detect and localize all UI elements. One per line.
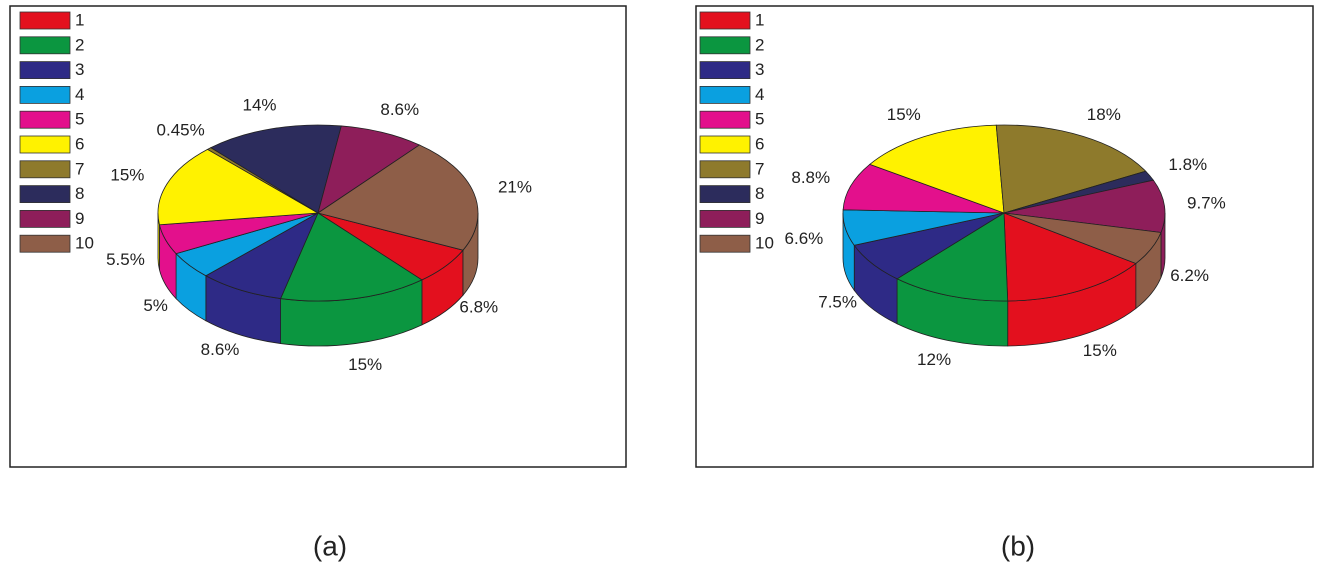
value-label: 18% — [1087, 105, 1121, 124]
value-label: 15% — [1083, 341, 1117, 360]
slice — [317, 125, 421, 214]
legend-label: 10 — [75, 234, 94, 253]
value-label: 15% — [887, 105, 921, 124]
value-label: 8.6% — [380, 100, 419, 119]
value-label: 8.6% — [201, 340, 240, 359]
value-label: 5.5% — [106, 250, 145, 269]
legend-swatch — [699, 160, 751, 179]
legend-label: 3 — [755, 60, 764, 79]
legend-label: 10 — [755, 234, 774, 253]
legend-swatch — [699, 86, 751, 104]
slice — [157, 148, 320, 226]
slice — [842, 163, 1005, 214]
legend-label: 1 — [755, 10, 764, 29]
slice — [995, 124, 1147, 214]
legend-label: 1 — [75, 10, 84, 29]
caption: (b) — [1001, 530, 1035, 561]
value-label: 12% — [917, 350, 951, 369]
legend-swatch — [19, 135, 71, 154]
slice — [1003, 212, 1162, 264]
legend-label: 2 — [755, 35, 764, 54]
legend-label: 7 — [755, 159, 764, 178]
value-label: 0.45% — [157, 120, 205, 139]
legend-swatch — [699, 185, 751, 204]
caption: (a) — [313, 530, 347, 561]
legend-label: 8 — [75, 184, 84, 203]
legend-swatch — [699, 135, 751, 154]
legend-swatch — [699, 11, 751, 30]
legend-swatch — [699, 36, 751, 55]
legend-swatch — [19, 234, 71, 253]
value-label: 14% — [243, 95, 277, 114]
value-label: 5% — [143, 296, 168, 315]
legend-swatch — [699, 61, 751, 79]
value-label: 1.8% — [1168, 155, 1207, 174]
legend-label: 9 — [75, 209, 84, 228]
value-label: 6.2% — [1170, 266, 1209, 285]
value-label: 15% — [348, 355, 382, 374]
legend-label: 6 — [75, 134, 84, 153]
legend-swatch — [19, 61, 71, 79]
value-label: 8.8% — [791, 168, 830, 187]
legend-swatch — [699, 110, 751, 129]
value-label: 21% — [498, 178, 532, 197]
legend-label: 4 — [755, 85, 764, 104]
legend-swatch — [19, 110, 71, 129]
slice — [1003, 179, 1166, 233]
slice — [896, 212, 1009, 302]
legend-label: 5 — [75, 110, 84, 129]
slice — [869, 124, 1005, 214]
legend-label: 9 — [755, 209, 764, 228]
slice — [210, 124, 342, 214]
value-label: 15% — [110, 165, 144, 184]
legend-swatch — [19, 209, 71, 228]
legend-swatch — [19, 185, 71, 204]
slice — [317, 144, 479, 251]
value-label: 6.6% — [785, 229, 824, 248]
slice — [1003, 212, 1137, 302]
value-label: 7.5% — [818, 292, 857, 311]
legend-label: 8 — [755, 184, 764, 203]
legend-label: 6 — [755, 134, 764, 153]
legend-label: 4 — [75, 85, 84, 104]
legend-swatch — [19, 11, 71, 30]
slice — [280, 212, 423, 302]
legend-swatch — [19, 86, 71, 104]
legend-swatch — [19, 160, 71, 179]
legend-label: 7 — [75, 159, 84, 178]
legend-swatch — [699, 234, 751, 253]
legend-label: 2 — [75, 35, 84, 54]
value-label: 6.8% — [459, 298, 498, 317]
legend-swatch — [19, 36, 71, 55]
legend-label: 3 — [75, 60, 84, 79]
value-label: 9.7% — [1187, 194, 1226, 213]
legend-swatch — [699, 209, 751, 228]
legend-label: 5 — [755, 110, 764, 129]
slice — [205, 212, 319, 299]
